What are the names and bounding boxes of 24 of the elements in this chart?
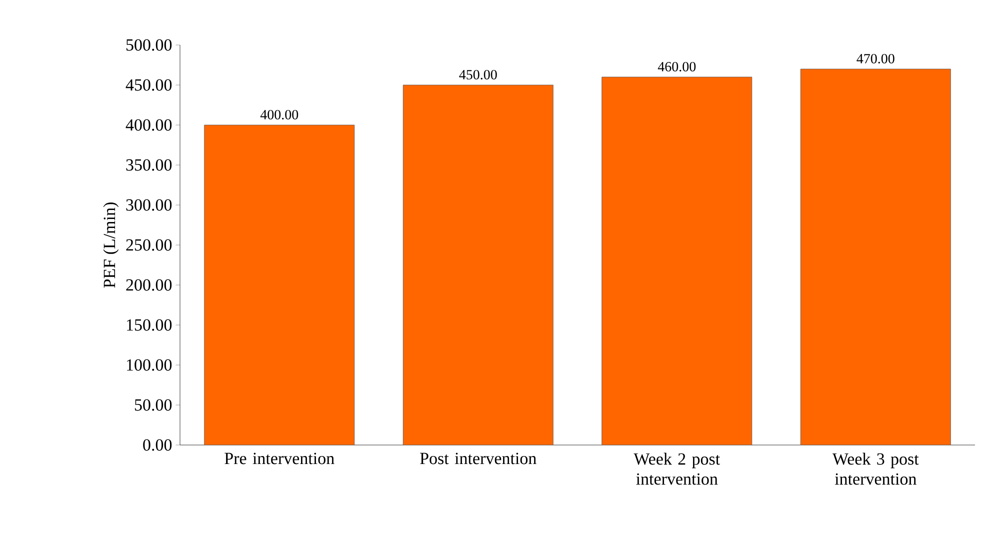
y-tick-label: 250.00 [126, 239, 172, 251]
bar [602, 76, 752, 445]
y-tick-label: 350.00 [126, 159, 172, 171]
y-tick-label: 50.00 [134, 399, 172, 411]
y-axis-title: PEF (L/min) [103, 202, 119, 288]
x-tick-label: Week 3 post intervention [832, 452, 919, 485]
y-tick-label: 0.00 [143, 439, 172, 451]
y-tick-label: 500.00 [126, 39, 172, 51]
data-label: 450.00 [459, 70, 497, 80]
bar [402, 84, 554, 445]
x-tick-label: Pre intervention [224, 452, 334, 464]
bar [204, 124, 355, 445]
y-tick-label: 400.00 [126, 119, 172, 131]
y-tick-label: 200.00 [126, 279, 172, 291]
y-tick-label: 300.00 [126, 199, 172, 211]
y-tick-label: 450.00 [126, 79, 172, 91]
data-label: 460.00 [658, 62, 696, 72]
x-tick-label: Week 2 post intervention [634, 452, 720, 485]
data-label: 470.00 [856, 54, 894, 64]
y-tick-label: 100.00 [126, 359, 172, 371]
y-tick-label: 150.00 [126, 319, 172, 331]
data-label: 400.00 [260, 110, 298, 120]
bar [800, 68, 951, 445]
x-tick-label: Post intervention [420, 452, 536, 464]
